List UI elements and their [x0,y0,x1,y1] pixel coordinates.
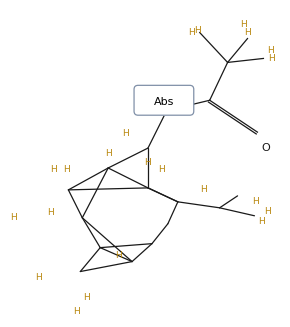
Text: H: H [188,28,195,37]
Text: H: H [145,158,151,166]
Text: H: H [47,208,54,217]
Text: H: H [240,20,247,29]
Text: H: H [50,165,57,175]
Text: H: H [244,28,251,37]
Text: H: H [267,46,274,55]
FancyBboxPatch shape [134,85,194,115]
Text: H: H [159,165,165,175]
Text: H: H [252,197,259,206]
Text: H: H [105,148,112,158]
Text: H: H [200,185,207,194]
Text: H: H [122,129,128,138]
Text: H: H [194,26,201,35]
Text: Abs: Abs [154,97,174,107]
Text: O: O [261,143,270,153]
Text: H: H [73,307,80,316]
Text: H: H [115,251,122,260]
Text: H: H [83,293,90,302]
Text: H: H [258,217,265,226]
Text: H: H [268,54,275,63]
Text: H: H [35,273,42,282]
Text: H: H [264,207,271,216]
Text: H: H [64,165,70,175]
Text: H: H [10,213,17,222]
